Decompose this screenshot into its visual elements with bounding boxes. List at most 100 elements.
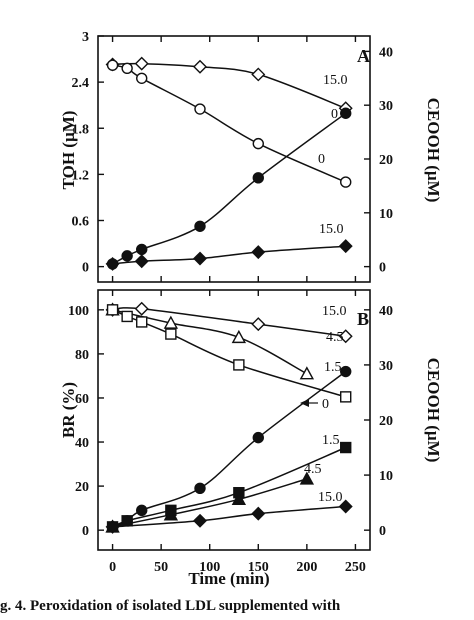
label-a-toh-15: 15.0	[323, 73, 348, 88]
data-point-a-1	[106, 59, 119, 71]
data-point-b-2	[233, 359, 245, 371]
y-tick-label-right-a: 30	[379, 99, 393, 114]
y-axis-title-left-a: TOH (µM)	[59, 111, 78, 190]
y-tick-label-left-b: 60	[75, 392, 89, 407]
label-a-ceooh-0: 0	[331, 107, 338, 122]
y-tick-label-right-b: 30	[379, 359, 393, 374]
data-point-b-6	[105, 519, 120, 534]
x-tick-label-b: 0	[109, 560, 116, 575]
y-tick-label-left-a: 1.2	[72, 168, 90, 183]
y-tick-label-left-a: 1.8	[72, 122, 90, 137]
data-point-b-2	[106, 304, 119, 316]
data-point-b-5	[231, 491, 247, 506]
data-point-a-1	[252, 137, 264, 150]
data-point-b-3	[194, 482, 206, 495]
x-tick-label-b: 150	[248, 560, 269, 575]
data-point-b-2	[136, 316, 148, 328]
data-point-b-5	[299, 471, 315, 485]
y-tick-label-right-b: 20	[379, 414, 393, 429]
series-line-b-2	[112, 309, 346, 398]
x-tick-label-b: 100	[199, 560, 220, 575]
label-b-br-15: 15.0	[322, 304, 347, 319]
data-point-b-6	[193, 513, 207, 528]
y-tick-label-right-b: 40	[379, 304, 393, 319]
label-b-ceooh-4-5: 4.5	[304, 462, 322, 477]
data-point-a-1	[121, 62, 133, 74]
data-point-b-4	[340, 441, 352, 454]
label-b-br-4-5: 4.5	[326, 330, 344, 345]
data-point-b-2	[340, 391, 352, 403]
panel-label-b: B	[357, 309, 369, 329]
y-tick-label-left-a: 3	[82, 30, 89, 45]
series-line-b-4	[112, 446, 346, 528]
y-tick-label-left-b: 0	[82, 524, 89, 539]
y-tick-label-right-a: 0	[379, 261, 386, 276]
data-point-a-3	[193, 251, 207, 266]
data-point-b-1	[299, 366, 315, 380]
data-point-a-2	[136, 243, 148, 256]
series-line-a-2	[112, 112, 347, 265]
series-line-a-1	[112, 64, 347, 183]
data-point-a-0	[134, 56, 149, 71]
data-point-a-2	[194, 220, 206, 232]
label-a-ceooh-15: 15.0	[319, 222, 344, 237]
data-point-a-1	[340, 176, 352, 188]
label-b-br-1-5: 1.5	[324, 360, 342, 375]
data-point-a-3	[105, 256, 120, 271]
label-a-toh-0: 0	[318, 152, 325, 167]
label-b-ceooh-15: 15.0	[318, 490, 343, 505]
data-point-b-0	[251, 317, 266, 332]
data-point-b-0	[134, 301, 149, 316]
y-tick-label-left-a: 0	[82, 261, 89, 276]
x-axis-title: Time (min)	[188, 569, 269, 588]
data-point-b-6	[251, 506, 266, 521]
data-point-b-2	[121, 310, 133, 323]
data-point-b-1	[231, 329, 247, 344]
label-b-ceooh-1-5: 1.5	[322, 433, 340, 448]
y-tick-label-left-b: 100	[68, 304, 89, 319]
y-axis-title-right-a: CEOOH (µM)	[424, 98, 443, 203]
y-tick-label-left-b: 80	[75, 348, 89, 363]
data-point-b-2	[165, 328, 177, 340]
series-line-b-5	[112, 478, 308, 528]
y-tick-label-left-b: 40	[75, 436, 89, 451]
data-point-a-3	[338, 239, 353, 254]
label-b-ceooh-0: 0	[300, 397, 329, 412]
y-tick-label-right-b: 0	[379, 524, 386, 539]
x-tick-label-b: 200	[296, 560, 317, 575]
series-line-b-6	[112, 505, 346, 528]
data-point-a-3	[134, 254, 149, 269]
data-point-a-2	[121, 250, 133, 262]
data-point-b-0	[338, 329, 353, 344]
y-axis-title-left-b: BR (%)	[59, 382, 78, 438]
figure-caption: g. 4. Peroxidation of isolated LDL suppl…	[0, 598, 341, 614]
data-point-b-3	[252, 431, 264, 444]
x-tick-label-b: 50	[154, 560, 168, 575]
panel-label-a: A	[357, 46, 370, 66]
series-line-a-0	[112, 62, 346, 109]
data-point-a-1	[194, 103, 206, 115]
y-tick-label-left-a: 0.6	[72, 215, 90, 230]
data-point-b-3	[136, 504, 148, 517]
series-line-b-1	[112, 309, 308, 375]
data-point-a-2	[252, 172, 264, 184]
y-tick-label-right-a: 10	[379, 207, 393, 222]
y-axis-title-right-b: CEOOH (µM)	[424, 358, 443, 463]
y-tick-label-right-a: 20	[379, 153, 393, 168]
data-point-b-5	[163, 507, 179, 521]
data-point-a-0	[251, 67, 266, 82]
svg-text:0: 0	[322, 397, 329, 412]
y-tick-label-left-a: 2.4	[72, 76, 90, 91]
data-point-b-3	[340, 365, 352, 378]
y-tick-label-right-b: 10	[379, 469, 393, 484]
data-point-a-2	[340, 107, 352, 119]
data-point-a-3	[251, 245, 266, 260]
y-tick-label-right-a: 40	[379, 45, 393, 60]
panel-b: 0 50 100 150 200 250 0 20 40 60 80 100 0 10 20 30 40	[68, 289, 393, 575]
series-line-b-3	[112, 370, 347, 528]
data-point-a-0	[193, 59, 207, 74]
y-tick-label-left-b: 20	[75, 480, 89, 495]
series-line-b-0	[112, 307, 346, 338]
